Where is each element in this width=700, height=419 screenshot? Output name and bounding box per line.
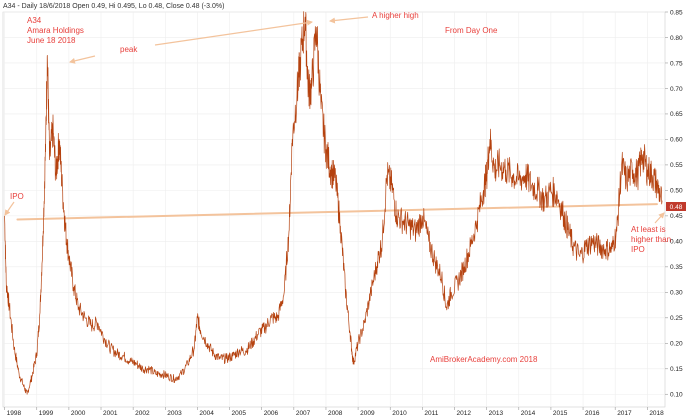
at-least-line-2: higher than — [631, 235, 671, 244]
x-tick-label: 2017 — [617, 410, 632, 417]
peak-label: peak — [120, 45, 138, 54]
x-tick-label: 2008 — [328, 410, 343, 417]
at-least-arrow — [654, 212, 665, 224]
y-tick-label: 0.45 — [670, 213, 683, 220]
higher-high-label: A higher high — [372, 11, 419, 20]
x-tick-label: 2002 — [135, 410, 150, 417]
x-tick-label: 2013 — [489, 410, 504, 417]
peak-arrow — [69, 55, 96, 64]
y-axis: 0.10 0.15 0.20 0.25 0.30 0.35 0.40 0.45 0.50 0.55… — [665, 9, 683, 399]
y-tick-label: 0.40 — [670, 239, 683, 246]
y-tick-label: 0.70 — [670, 86, 683, 93]
from-day-one-label: From Day One — [445, 26, 498, 35]
higher-high-arrow — [154, 19, 313, 46]
plot-frame — [2, 11, 666, 408]
x-tick-label: 2018 — [649, 410, 664, 417]
ipo-reference-line — [16, 203, 658, 221]
annotations: A34 Amara Holdings June 18 2018 peak A h… — [10, 11, 671, 364]
y-tick-label: 0.15 — [670, 366, 683, 373]
ipo-arrow — [4, 201, 15, 216]
x-axis: 1998 1999 2000 2001 2002 2003 2004 2005 2006 2007… — [4, 407, 664, 417]
higher-high-arrow-2 — [329, 16, 369, 24]
x-tick-label: 2003 — [167, 410, 182, 417]
at-least-line-3: IPO — [631, 245, 645, 254]
annotation-arrows — [4, 16, 665, 224]
y-tick-label: 0.25 — [670, 315, 683, 322]
y-tick-label: 0.65 — [670, 111, 683, 118]
y-tick-label: 0.85 — [670, 9, 683, 16]
x-tick-label: 2005 — [232, 410, 247, 417]
watermark: AmiBrokerAcademy.com 2018 — [430, 355, 538, 364]
y-tick-label: 0.10 — [670, 392, 683, 399]
y-tick-label: 0.35 — [670, 264, 683, 271]
x-tick-label: 2015 — [553, 410, 568, 417]
y-tick-label: 0.50 — [670, 188, 683, 195]
last-price-badge-text: 0.48 — [670, 204, 683, 211]
y-tick-label: 0.30 — [670, 290, 683, 297]
at-least-line-1: At least is — [631, 225, 666, 234]
x-tick-label: 2010 — [392, 410, 407, 417]
y-tick-label: 0.55 — [670, 162, 683, 169]
x-tick-label: 2001 — [103, 410, 118, 417]
x-tick-label: 2009 — [360, 410, 375, 417]
chart-header: A34 - Daily 18/6/2018 Open 0.49, Hi 0.49… — [3, 3, 224, 10]
reference-layer — [16, 203, 658, 221]
title-line-3: June 18 2018 — [27, 36, 76, 45]
x-tick-label: 1999 — [39, 410, 54, 417]
y-tick-label: 0.60 — [670, 137, 683, 144]
series-layer — [4, 11, 663, 395]
y-tick-label: 0.75 — [670, 60, 683, 67]
last-price-badge-box — [666, 202, 686, 211]
x-tick-label: 2006 — [264, 410, 279, 417]
x-tick-label: 1998 — [7, 410, 22, 417]
title-line-1: A34 — [27, 16, 42, 25]
grid — [3, 11, 665, 407]
y-tick-label: 0.80 — [670, 35, 683, 42]
title-line-2: Amara Holdings — [27, 26, 84, 35]
x-tick-label: 2007 — [296, 410, 311, 417]
last-price-badge: 0.48 — [666, 202, 686, 211]
x-tick-label: 2011 — [424, 410, 438, 417]
y-tick-label: 0.20 — [670, 341, 683, 348]
x-tick-label: 2000 — [71, 410, 86, 417]
price-series-line — [4, 11, 663, 395]
x-tick-label: 2004 — [199, 410, 214, 417]
x-tick-label: 2016 — [585, 410, 600, 417]
ipo-label: IPO — [10, 192, 24, 201]
x-tick-label: 2014 — [521, 410, 536, 417]
x-tick-label: 2012 — [457, 410, 472, 417]
